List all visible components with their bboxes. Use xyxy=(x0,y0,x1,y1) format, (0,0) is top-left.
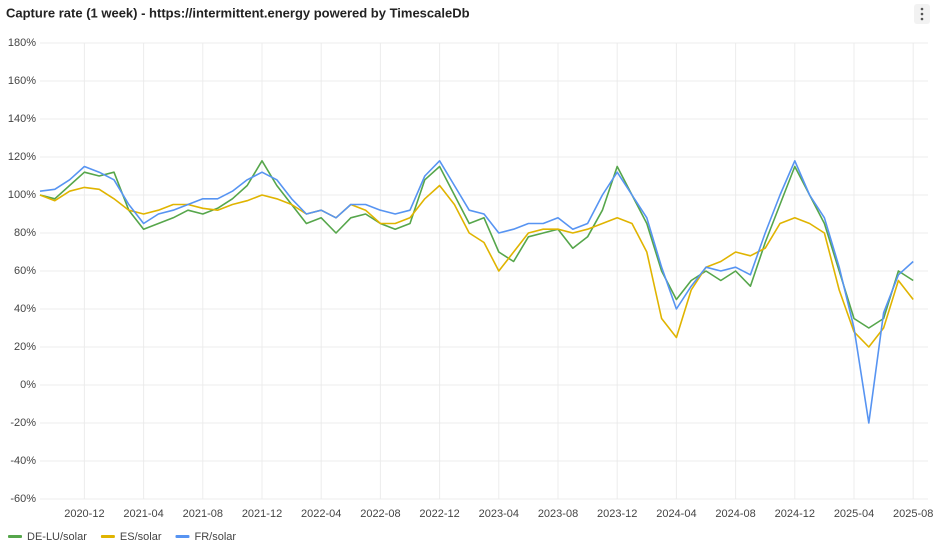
y-tick-label: -40% xyxy=(10,455,36,467)
x-tick-label: 2025-04 xyxy=(834,508,874,520)
x-tick-label: 2023-08 xyxy=(538,508,578,520)
legend-label: ES/solar xyxy=(120,531,162,543)
legend-item[interactable]: DE-LU/solar xyxy=(8,531,87,543)
y-tick-label: 80% xyxy=(14,227,36,239)
y-tick-label: -60% xyxy=(10,493,36,505)
y-tick-label: 20% xyxy=(14,341,36,353)
y-tick-label: 120% xyxy=(8,151,36,163)
legend-item[interactable]: ES/solar xyxy=(100,531,162,543)
y-tick-label: 100% xyxy=(8,189,36,201)
y-tick-label: 140% xyxy=(8,113,36,125)
x-tick-label: 2023-12 xyxy=(597,508,637,520)
x-tick-label: 2024-08 xyxy=(715,508,755,520)
series-line xyxy=(39,160,914,329)
legend-swatch xyxy=(8,535,22,538)
series-line xyxy=(39,184,914,348)
y-tick-label: 180% xyxy=(8,37,36,49)
x-tick-label: 2025-08 xyxy=(893,508,933,520)
x-tick-label: 2020-12 xyxy=(64,508,104,520)
chart-title: Capture rate (1 week) - https://intermit… xyxy=(6,5,470,20)
x-tick-label: 2023-04 xyxy=(479,508,519,520)
y-tick-label: 160% xyxy=(8,75,36,87)
menu-icon[interactable] xyxy=(914,4,930,24)
x-tick-label: 2021-08 xyxy=(183,508,223,520)
legend-item[interactable]: FR/solar xyxy=(175,531,236,543)
x-tick-label: 2024-12 xyxy=(775,508,815,520)
legend-swatch xyxy=(175,535,190,538)
x-tick-label: 2022-04 xyxy=(301,508,341,520)
x-tick-label: 2021-12 xyxy=(242,508,282,520)
x-tick-label: 2022-08 xyxy=(360,508,400,520)
y-tick-label: -20% xyxy=(10,417,36,429)
x-tick-label: 2024-04 xyxy=(656,508,696,520)
legend-label: FR/solar xyxy=(194,531,236,543)
x-tick-label: 2022-12 xyxy=(419,508,459,520)
y-tick-label: 40% xyxy=(14,303,36,315)
y-tick-label: 60% xyxy=(14,265,36,277)
legend-swatch xyxy=(100,535,115,538)
series-line xyxy=(39,160,914,424)
legend-label: DE-LU/solar xyxy=(27,531,87,543)
y-tick-label: 0% xyxy=(20,379,36,391)
x-tick-label: 2021-04 xyxy=(123,508,163,520)
